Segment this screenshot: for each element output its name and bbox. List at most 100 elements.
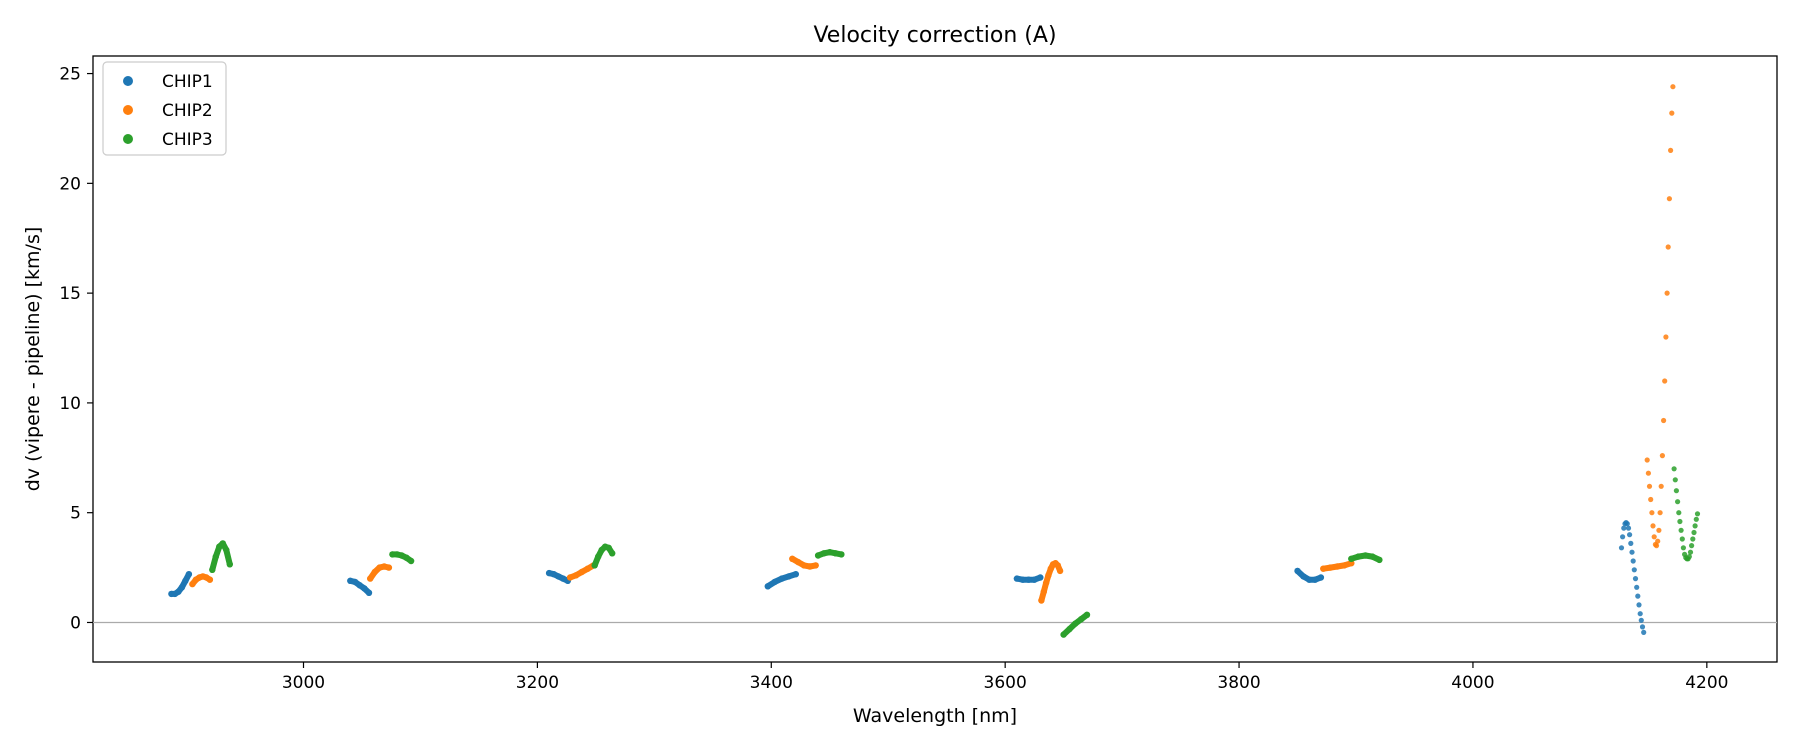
- data-point: [1056, 567, 1064, 575]
- x-axis: 3000 3200 3400 3600 3800 4000 4200: [282, 662, 1728, 693]
- y-tick-label: 0: [70, 613, 81, 633]
- data-point: [367, 575, 374, 582]
- x-tick-label: 3000: [282, 673, 325, 693]
- data-point: [1666, 196, 1672, 202]
- data-point: [1618, 545, 1625, 551]
- data-point: [226, 561, 233, 568]
- data-point: [1694, 511, 1701, 517]
- series-chip1: [168, 520, 1647, 636]
- data-point: [1042, 579, 1050, 587]
- series-chip3: [209, 466, 1701, 638]
- data-point: [361, 585, 368, 592]
- legend-label-chip2: CHIP2: [162, 101, 213, 121]
- data-point: [185, 571, 193, 578]
- x-tick-label: 4000: [1451, 673, 1494, 693]
- data-point: [1072, 620, 1079, 627]
- data-point: [1060, 631, 1067, 638]
- data-point: [219, 540, 226, 547]
- data-point: [223, 546, 230, 554]
- data-point: [1672, 477, 1678, 483]
- data-point: [771, 578, 778, 586]
- data-point: [578, 568, 585, 576]
- data-point: [1644, 457, 1650, 463]
- data-point: [1306, 576, 1313, 583]
- data-point: [792, 571, 799, 578]
- data-point: [1621, 525, 1627, 531]
- legend-marker-chip1: [123, 76, 133, 86]
- legend-entry-chip3: CHIP3: [123, 130, 213, 150]
- data-point: [1013, 575, 1021, 582]
- x-tick-label: 3400: [750, 673, 793, 693]
- data-point: [1670, 84, 1676, 90]
- data-point: [1655, 538, 1661, 544]
- data-point: [785, 573, 792, 580]
- data-point: [1066, 625, 1073, 633]
- data-point: [789, 555, 796, 562]
- data-point: [814, 552, 822, 559]
- data-point: [1649, 510, 1655, 516]
- data-point: [1678, 527, 1684, 533]
- x-tick-label: 3600: [984, 673, 1027, 693]
- y-axis: 0 5 10 15 20 25: [59, 65, 93, 633]
- data-point: [1054, 562, 1062, 569]
- data-point: [1311, 576, 1319, 583]
- data-point: [1083, 611, 1091, 618]
- data-point: [385, 564, 393, 571]
- data-point: [371, 568, 378, 576]
- data-point: [1686, 554, 1692, 560]
- data-point: [1317, 574, 1325, 581]
- data-point: [1019, 576, 1026, 583]
- data-point: [1376, 556, 1383, 564]
- data-point: [595, 553, 602, 560]
- data-point: [1653, 543, 1660, 549]
- data-point: [1646, 483, 1653, 489]
- data-point: [1320, 565, 1327, 572]
- data-point: [806, 563, 814, 570]
- data-point: [1691, 529, 1697, 536]
- data-point: [1690, 536, 1696, 542]
- data-point: [1673, 488, 1679, 494]
- data-point: [1040, 588, 1048, 595]
- data-point: [1676, 510, 1682, 516]
- plot-frame: [92, 55, 1778, 663]
- data-point: [1650, 523, 1656, 529]
- data-point: [212, 553, 219, 560]
- data-point: [1656, 527, 1662, 533]
- data-point: [1675, 499, 1681, 505]
- data-point: [800, 562, 808, 569]
- data-point: [591, 562, 598, 569]
- data-point: [1663, 334, 1669, 340]
- data-point: [1668, 147, 1674, 153]
- y-tick-label: 10: [59, 394, 81, 414]
- x-tick-label: 4200: [1685, 673, 1728, 693]
- data-point: [1662, 378, 1668, 384]
- data-point: [175, 588, 182, 595]
- data-point: [365, 589, 373, 596]
- data-point: [1687, 549, 1694, 555]
- legend: CHIP1 CHIP2 CHIP3: [102, 61, 227, 156]
- data-point: [812, 562, 819, 569]
- data-point: [832, 550, 839, 557]
- data-point: [1645, 470, 1651, 476]
- chart-title: Velocity correction (A): [813, 23, 1056, 48]
- data-point: [1045, 572, 1052, 579]
- data-point: [1334, 563, 1341, 570]
- data-point: [609, 550, 616, 557]
- data-point: [584, 565, 591, 572]
- data-point: [1627, 532, 1633, 538]
- data-point: [1631, 567, 1637, 573]
- data-point: [178, 584, 186, 591]
- data-point: [1369, 553, 1376, 560]
- data-point: [1679, 536, 1685, 542]
- data-point: [795, 558, 802, 566]
- data-point: [778, 575, 785, 582]
- data-point: [1355, 553, 1362, 560]
- y-tick-label: 5: [70, 504, 81, 524]
- data-point: [1294, 567, 1301, 575]
- data-point: [572, 572, 580, 579]
- data-point: [1327, 564, 1334, 571]
- data-point: [403, 554, 410, 561]
- x-tick-label: 3200: [516, 673, 559, 693]
- data-point: [1651, 534, 1657, 540]
